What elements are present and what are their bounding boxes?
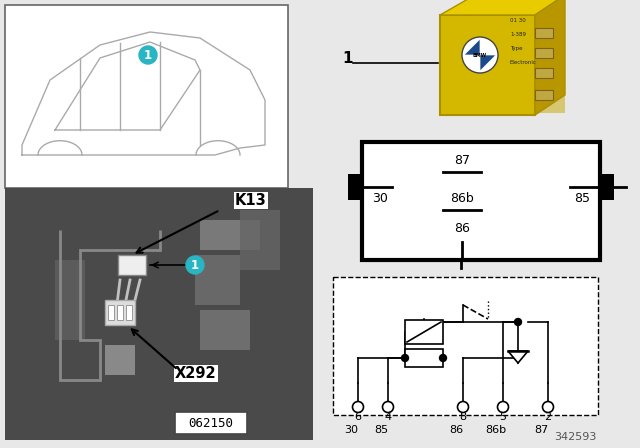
Bar [105,345,135,375]
Polygon shape [480,55,496,71]
Text: 30: 30 [344,425,358,435]
Bar [55,260,85,340]
Text: 30: 30 [372,192,388,205]
Text: 87: 87 [454,154,470,167]
Bar [5,188,165,440]
Circle shape [515,319,522,326]
Text: 2: 2 [545,412,552,422]
Text: 1: 1 [191,258,199,271]
Bar [405,349,443,367]
Bar [535,90,553,100]
Text: 85: 85 [574,192,590,205]
Bar [126,305,132,320]
Bar [165,188,313,440]
Text: 4: 4 [385,412,392,422]
Text: 87: 87 [534,425,548,435]
Polygon shape [535,0,565,115]
Text: 062150: 062150 [189,417,234,430]
Text: Type: Type [510,46,522,51]
Bar [118,255,146,275]
Circle shape [383,401,394,413]
Bar [440,15,535,115]
Circle shape [497,401,509,413]
Polygon shape [508,351,528,363]
Bar [405,320,443,344]
Bar [348,174,362,200]
Circle shape [462,37,498,73]
Circle shape [401,354,408,362]
Bar [535,28,553,38]
Bar [600,174,614,200]
Bar [333,277,598,415]
Bar [240,210,280,270]
Bar [105,300,135,325]
Text: BMW: BMW [473,52,487,57]
Bar [5,5,288,188]
Text: 8: 8 [460,412,467,422]
Circle shape [440,354,447,362]
Polygon shape [440,0,565,15]
Text: 1-389: 1-389 [510,32,526,37]
Text: 5: 5 [499,412,506,422]
Circle shape [458,401,468,413]
Text: 342593: 342593 [554,432,596,442]
Text: 86: 86 [449,425,463,435]
Bar [175,412,247,434]
Text: 6: 6 [355,412,362,422]
Bar [362,142,600,260]
Text: 86b: 86b [450,192,474,205]
Text: 1: 1 [342,51,353,66]
Text: 01 30: 01 30 [510,18,525,23]
Circle shape [186,256,204,274]
Text: X292: X292 [175,366,216,381]
FancyBboxPatch shape [455,18,565,113]
Bar [535,48,553,58]
Text: 86b: 86b [485,425,507,435]
Circle shape [139,46,157,64]
Text: Electronic: Electronic [510,60,537,65]
Circle shape [353,401,364,413]
Bar [195,255,240,305]
Bar [200,220,260,250]
Text: K13: K13 [235,193,267,208]
Bar [117,305,123,320]
Bar [535,68,553,78]
Bar [200,310,250,350]
Circle shape [543,401,554,413]
Bar [108,305,114,320]
Polygon shape [464,39,480,55]
Text: 1: 1 [144,48,152,61]
Text: 86: 86 [454,222,470,235]
Text: 85: 85 [374,425,388,435]
